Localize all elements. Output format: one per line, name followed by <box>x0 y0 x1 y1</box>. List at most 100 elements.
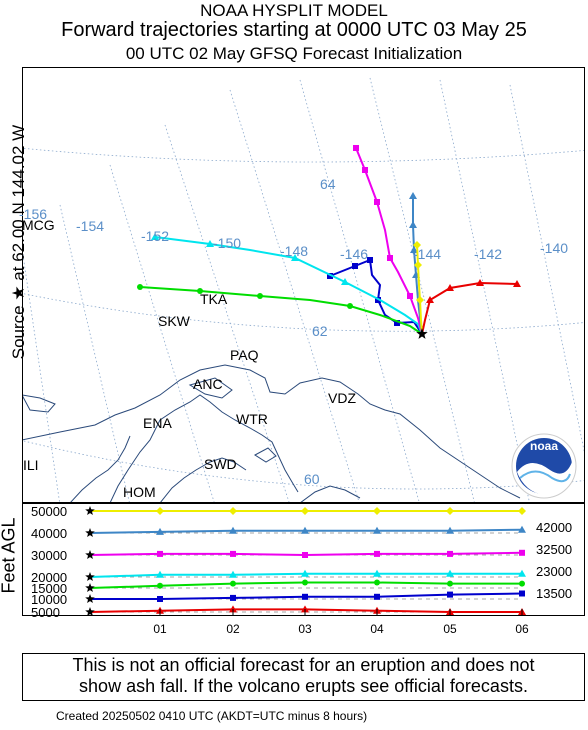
longitude-label: -150 <box>213 235 241 251</box>
altitude-marker <box>301 507 309 515</box>
altitude-marker <box>157 582 163 589</box>
altitude-panel <box>22 503 585 616</box>
altitude-marker <box>229 570 237 578</box>
trajectory-marker <box>409 192 417 199</box>
trajectory-marker <box>151 233 159 240</box>
coastline <box>23 394 56 413</box>
longitude-line <box>109 164 215 502</box>
disclaimer-box: This is not an official forecast for an … <box>22 653 585 701</box>
source-star-icon <box>85 594 95 603</box>
longitude-line <box>229 89 360 502</box>
longitude-line <box>59 204 130 502</box>
header-initialization: 00 UTC 02 May GFSQ Forecast Initializati… <box>125 44 463 63</box>
right-height-label: 32500 <box>536 542 572 557</box>
altitude-tick-label: 50000 <box>31 504 67 519</box>
longitude-label: -154 <box>76 218 104 234</box>
trajectory-marker <box>137 284 143 290</box>
trajectory-marker <box>387 255 393 261</box>
x-tick-label: 01 <box>153 622 167 636</box>
altitude-marker <box>374 593 380 600</box>
trajectory-marker <box>197 288 203 294</box>
trajectory-marker <box>416 296 424 304</box>
place-label: SKW <box>158 313 191 329</box>
trajectory-marker <box>257 293 263 299</box>
trajectory-marker <box>394 320 400 326</box>
place-label: SWD <box>204 456 237 472</box>
latitude-label: 64 <box>320 176 336 192</box>
altitude-marker <box>156 570 164 578</box>
place-label: TKA <box>200 291 228 307</box>
created-footer: Created 20250502 0410 UTC (AKDT=UTC minu… <box>56 709 368 723</box>
altitude-marker <box>446 569 454 577</box>
trajectory-marker <box>426 296 434 303</box>
coastline <box>300 485 361 502</box>
altitude-marker <box>373 507 381 515</box>
trajectory-marker <box>367 257 373 263</box>
trajectory-marker <box>476 279 484 286</box>
altitude-marker <box>373 569 381 577</box>
altitude-marker <box>518 507 526 515</box>
altitude-marker <box>519 580 525 587</box>
altitude-series-cyan <box>85 569 526 581</box>
altitude-marker <box>301 569 309 577</box>
coastline <box>254 447 277 463</box>
map-layer <box>23 77 584 502</box>
place-label: MCG <box>22 217 55 233</box>
trajectory-marker <box>446 284 454 291</box>
header-title: Forward trajectories starting at 0000 UT… <box>61 19 527 41</box>
altitude-tick-label: 10000 <box>31 592 67 607</box>
altitude-tick-label: 30000 <box>31 548 67 563</box>
header-model-name: NOAA HYSPLIT MODEL <box>200 1 388 20</box>
latitude-line <box>23 440 584 490</box>
longitude-line <box>23 252 60 502</box>
altitude-marker <box>519 549 525 556</box>
x-tick-label: 05 <box>443 622 457 636</box>
altitude-series-green <box>85 579 525 592</box>
trajectory-marker <box>362 167 368 173</box>
trajectory-marker <box>410 246 418 253</box>
longitude-label: -156 <box>19 206 47 222</box>
place-label: VDZ <box>328 390 356 406</box>
altitude-series-magenta <box>85 549 525 559</box>
trajectory-marker <box>327 273 333 279</box>
altitude-marker <box>447 580 453 587</box>
trajectory-marker <box>347 303 353 309</box>
altitude-marker <box>230 550 236 557</box>
coastline <box>160 457 247 502</box>
x-tick-label: 03 <box>298 622 312 636</box>
longitude-line <box>299 79 420 502</box>
altitude-marker <box>519 590 525 597</box>
altitude-tick-label: 40000 <box>31 526 67 541</box>
latitude-line <box>23 147 584 163</box>
longitude-label: -152 <box>141 228 169 244</box>
longitude-line <box>439 79 530 502</box>
trajectory-marker <box>513 280 521 287</box>
altitude-marker <box>373 526 381 534</box>
altitude-marker <box>447 591 453 598</box>
longitude-line <box>369 77 475 502</box>
latitude-label: 60 <box>304 471 320 487</box>
trajectory-marker <box>407 293 413 299</box>
longitude-label: -146 <box>340 246 368 262</box>
trajectory-marker <box>409 221 417 228</box>
trajectory-marker <box>206 240 214 247</box>
longitude-label: -148 <box>280 243 308 259</box>
altitude-marker <box>518 569 526 577</box>
trajectory-marker <box>413 241 421 249</box>
altitude-series-yellow <box>85 506 526 515</box>
place-label: PAQ <box>230 347 259 363</box>
trajectory-map-panel <box>22 67 585 503</box>
altitude-marker <box>156 527 164 535</box>
latitude-label: 62 <box>312 323 328 339</box>
altitude-marker <box>230 580 236 587</box>
altitude-marker <box>374 550 380 557</box>
longitude-line <box>509 84 584 453</box>
trajectory-marker <box>352 263 358 269</box>
source-star-icon <box>85 607 95 616</box>
longitude-label: -142 <box>474 246 502 262</box>
noaa-logo: noaa <box>511 433 577 499</box>
place-label: WTR <box>236 411 268 427</box>
trajectory-marker <box>291 254 299 261</box>
source-star-icon <box>85 550 95 559</box>
